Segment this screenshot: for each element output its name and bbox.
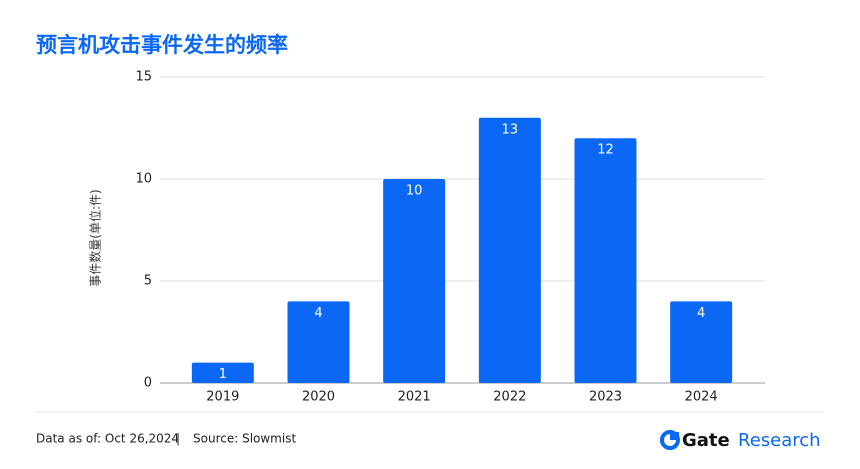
data-label: 1 (219, 367, 227, 382)
bar (287, 301, 350, 383)
y-tick-label: 0 (144, 376, 152, 391)
x-tick-label: 2024 (685, 390, 718, 405)
x-tick-label: 2021 (398, 390, 431, 405)
data-label: 12 (597, 143, 614, 158)
logo-icon-fill (670, 432, 679, 440)
x-tick-label: 2023 (589, 390, 622, 405)
data-label: 4 (314, 306, 322, 321)
y-tick-label: 15 (135, 70, 152, 85)
y-axis-label: 事件数量(单位:件) (88, 189, 103, 286)
x-tick-label: 2020 (302, 390, 335, 405)
x-tick-label: 2019 (206, 390, 239, 405)
data-label: 10 (406, 184, 423, 199)
brand-name: Gate (682, 430, 730, 451)
footer-source: Source: Slowmist (193, 432, 296, 446)
brand-logo: Gate Research (660, 430, 821, 451)
bar (478, 117, 541, 384)
bar (574, 138, 637, 383)
bar (191, 362, 254, 383)
footer-date: Data as of: Oct 26,2024 (36, 432, 179, 446)
y-tick-label: 5 (144, 274, 152, 289)
bar (670, 301, 733, 383)
chart-title: 预言机攻击事件发生的频率 (36, 33, 288, 57)
y-tick-label: 10 (135, 172, 152, 187)
data-label: 4 (697, 306, 705, 321)
bar (383, 179, 446, 383)
data-label: 13 (502, 122, 519, 137)
footer-separator: | (176, 432, 180, 446)
brand-suffix: Research (738, 430, 821, 451)
x-tick-label: 2022 (493, 390, 526, 405)
